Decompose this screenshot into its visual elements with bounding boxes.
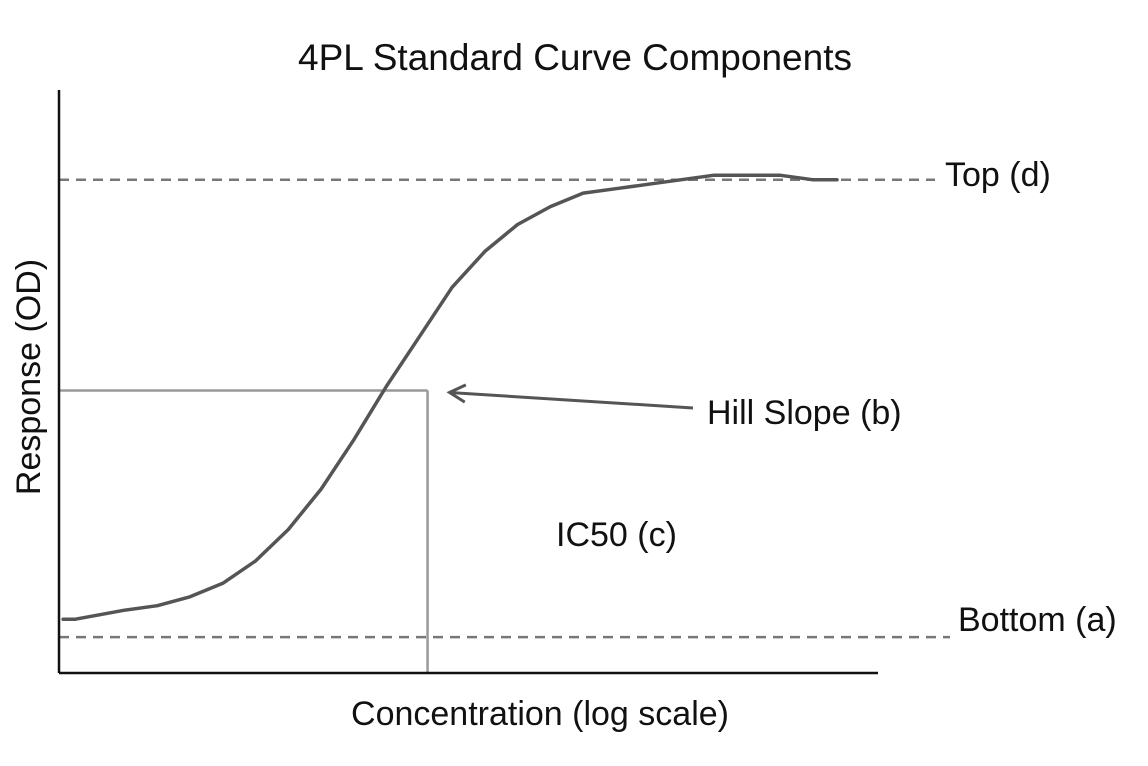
curve-point: [647, 182, 651, 186]
hill-slope-annotation-label: Hill Slope (b): [707, 394, 902, 432]
curve-point: [385, 384, 389, 388]
bottom-annotation-label: Bottom (a): [958, 601, 1117, 639]
curve-point: [679, 178, 683, 182]
chart-title: 4PL Standard Curve Components: [298, 37, 852, 78]
top-annotation-label: Top (d): [945, 156, 1051, 194]
curve-point: [516, 223, 520, 227]
hill-slope-arrow-shaft: [449, 390, 694, 410]
series-curve-line: [61, 173, 839, 621]
y-axis-label: Response (OD): [10, 259, 48, 495]
curve-point: [712, 173, 716, 177]
curve-point: [614, 187, 618, 191]
curve-point: [286, 527, 290, 531]
curve-point: [352, 438, 356, 442]
curve-point: [73, 617, 77, 621]
x-axis-label: Concentration (log scale): [351, 695, 729, 733]
curve-point: [745, 173, 749, 177]
curve-point: [450, 285, 454, 289]
curve-point: [548, 205, 552, 209]
curve-point: [319, 487, 323, 491]
curve-point: [188, 595, 192, 599]
hill-slope-arrow-head: [446, 383, 467, 404]
curve-point: [123, 608, 127, 612]
curve-point: [155, 604, 159, 608]
curve-point: [254, 559, 258, 563]
curve-point: [835, 178, 839, 182]
curve-point: [581, 191, 585, 195]
curve-point: [221, 581, 225, 585]
curve-point: [417, 335, 421, 339]
curve-point: [61, 617, 65, 621]
curve-point: [810, 178, 814, 182]
ic50-annotation-label: IC50 (c): [556, 516, 677, 554]
curve-point: [98, 613, 102, 617]
curve-point: [778, 173, 782, 177]
curve-points: [61, 173, 839, 621]
curve-point: [483, 249, 487, 253]
